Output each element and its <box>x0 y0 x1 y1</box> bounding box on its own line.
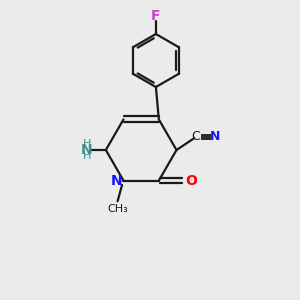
Text: CH₃: CH₃ <box>107 204 128 214</box>
Text: O: O <box>186 174 197 188</box>
Text: N: N <box>210 130 220 143</box>
Text: N: N <box>110 174 122 188</box>
Text: F: F <box>151 9 160 23</box>
Text: H: H <box>82 139 91 148</box>
Text: N: N <box>81 143 92 157</box>
Text: H: H <box>82 152 91 161</box>
Text: C: C <box>191 130 200 143</box>
